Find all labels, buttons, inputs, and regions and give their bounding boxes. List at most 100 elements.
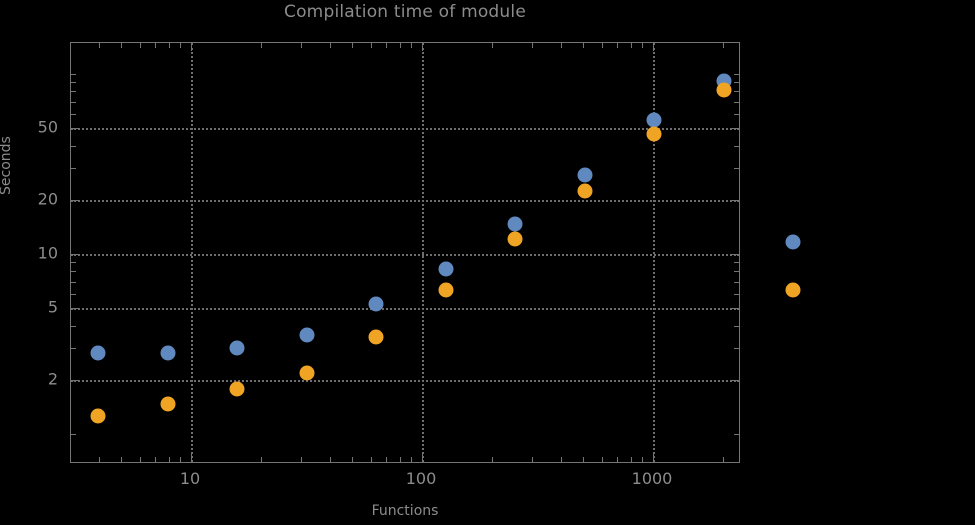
y-axis-tick-label: 10: [37, 243, 58, 263]
y-axis-minor-tick: [71, 82, 76, 84]
data-point[interactable]: [368, 329, 384, 345]
x-axis-minor-tick: [532, 457, 534, 462]
gridline-horizontal: [71, 379, 739, 382]
y-axis-minor-tick: [71, 145, 76, 147]
data-point[interactable]: [299, 365, 315, 381]
y-axis-tick-right: [731, 308, 739, 310]
x-axis-minor-tick: [155, 457, 157, 462]
data-point[interactable]: [299, 327, 315, 343]
data-point[interactable]: [90, 345, 106, 360]
y-axis-tick: [71, 379, 79, 381]
x-axis-minor-tick-top: [386, 43, 388, 48]
x-axis-minor-tick-top: [411, 43, 413, 48]
x-axis-minor-tick: [601, 457, 603, 462]
data-point[interactable]: [646, 126, 662, 142]
data-point[interactable]: [229, 381, 245, 397]
y-axis-minor-tick: [71, 101, 76, 103]
y-axis-minor-tick: [71, 325, 76, 327]
y-axis-minor-tick-right: [734, 325, 739, 327]
y-axis-minor-tick-right: [734, 82, 739, 84]
x-axis-tick-top: [422, 43, 423, 51]
x-axis-minor-tick-top: [642, 43, 644, 48]
data-point[interactable]: [716, 82, 732, 98]
y-axis-minor-tick-right: [734, 293, 739, 295]
x-axis-minor-tick-top: [301, 43, 303, 48]
x-axis-minor-tick: [617, 457, 619, 462]
x-axis-minor-tick: [99, 457, 101, 462]
x-axis-minor-tick: [168, 457, 170, 462]
y-axis-minor-tick-right: [734, 348, 739, 350]
gridline-vertical: [422, 43, 424, 462]
chart-title: Compilation time of module: [284, 2, 526, 22]
data-point[interactable]: [438, 261, 454, 276]
data-point[interactable]: [368, 296, 384, 312]
x-axis-minor-tick: [399, 457, 401, 462]
x-axis-minor-tick: [121, 457, 123, 462]
x-axis-minor-tick-top: [99, 43, 101, 48]
data-point[interactable]: [785, 282, 801, 298]
x-axis-minor-tick: [386, 457, 388, 462]
x-axis-tick: [422, 454, 423, 462]
x-axis-minor-tick: [180, 457, 182, 462]
data-point[interactable]: [90, 408, 106, 424]
y-axis-minor-tick: [71, 262, 76, 264]
x-axis-minor-tick: [301, 457, 303, 462]
x-axis-minor-tick: [330, 457, 332, 462]
x-axis-minor-tick-top: [121, 43, 123, 48]
y-axis-minor-tick: [71, 74, 76, 75]
data-point[interactable]: [507, 216, 523, 232]
y-axis-minor-tick: [71, 293, 76, 295]
gridline-horizontal: [71, 199, 739, 202]
y-axis-minor-tick-right: [734, 74, 739, 75]
y-axis-tick-label: 20: [37, 189, 58, 209]
data-point[interactable]: [507, 231, 523, 247]
data-point[interactable]: [438, 282, 454, 298]
x-axis-minor-tick-top: [139, 43, 141, 48]
x-axis-minor-tick: [260, 457, 262, 462]
data-point[interactable]: [785, 234, 801, 250]
data-point[interactable]: [577, 167, 593, 183]
x-axis-minor-tick: [491, 457, 493, 462]
data-point[interactable]: [646, 112, 662, 128]
x-axis-minor-tick-top: [399, 43, 401, 48]
y-axis-title: Seconds: [0, 136, 14, 195]
x-axis-minor-tick-top: [370, 43, 372, 48]
y-axis-minor-tick: [71, 91, 76, 93]
y-axis-tick-label: 50: [37, 117, 58, 137]
x-axis-tick-top: [653, 43, 654, 51]
y-axis-minor-tick: [71, 434, 76, 435]
data-point[interactable]: [577, 183, 593, 199]
x-axis-minor-tick-top: [532, 43, 534, 48]
y-axis-minor-tick-right: [734, 91, 739, 93]
x-axis-minor-tick: [139, 457, 141, 462]
y-axis-tick-label: 5: [47, 297, 58, 317]
y-axis-minor-tick: [71, 348, 76, 350]
y-axis-minor-tick-right: [734, 271, 739, 273]
x-axis-tick-label: 100: [405, 469, 437, 488]
x-axis-minor-tick-top: [583, 43, 585, 48]
y-axis-minor-tick-right: [734, 262, 739, 264]
x-axis-minor-tick-top: [491, 43, 493, 48]
gridline-horizontal: [71, 128, 739, 131]
gridline-horizontal: [71, 308, 739, 311]
y-axis-tick-right: [731, 199, 739, 201]
x-axis-minor-tick-top: [722, 43, 724, 48]
x-axis-tick-top: [191, 43, 192, 51]
x-axis-minor-tick-top: [180, 43, 182, 48]
y-axis-tick-right: [731, 128, 739, 130]
y-axis-tick-right: [731, 254, 739, 255]
plot-area: [70, 42, 740, 463]
y-axis-tick: [71, 128, 79, 130]
gridline-horizontal: [71, 254, 739, 256]
y-axis-minor-tick: [71, 271, 76, 273]
y-axis-minor-tick-right: [734, 168, 739, 170]
data-point[interactable]: [160, 396, 176, 412]
y-axis-minor-tick-right: [734, 281, 739, 283]
data-point[interactable]: [229, 340, 245, 356]
y-axis-minor-tick-right: [734, 145, 739, 147]
y-axis-tick: [71, 308, 79, 310]
data-point[interactable]: [160, 345, 176, 360]
x-axis-minor-tick: [352, 457, 354, 462]
x-axis-tick: [653, 454, 654, 462]
x-axis-title: Functions: [371, 503, 439, 519]
